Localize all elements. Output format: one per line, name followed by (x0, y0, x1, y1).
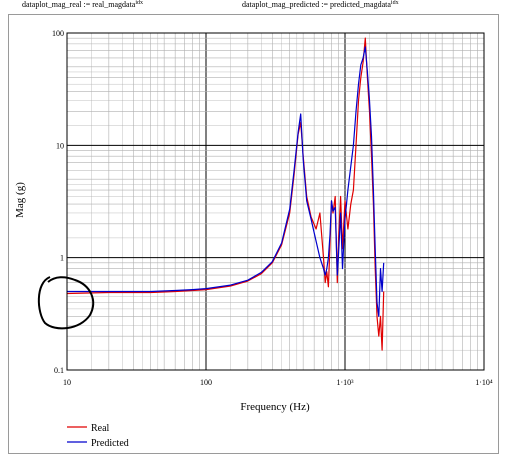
x-axis-label: Frequency (Hz) (240, 401, 310, 413)
hand-drawn-circle-annotation (37, 276, 95, 330)
variable-definition-predicted: dataplot_mag_predicted := predicted_magd… (242, 0, 399, 9)
definition-expression: dataplot_mag_real := real_magdata (22, 0, 136, 9)
series-lines (66, 37, 385, 351)
series-line-predicted (67, 46, 385, 317)
legend-label-predicted: Predicted (91, 438, 129, 449)
tick-labels: 10 100 1·10³ 1·10⁴ 0.1 1 10 100 (52, 29, 493, 387)
subscript-index: idx (390, 0, 399, 6)
y-tick-label: 1 (60, 254, 64, 263)
x-tick-label: 10 (63, 378, 71, 387)
y-axis-label: Mag (g) (14, 182, 26, 218)
series-line-real (66, 37, 385, 351)
definition-expression: dataplot_mag_predicted := predicted_magd… (242, 0, 391, 9)
grid-lines (67, 33, 484, 370)
plot-region-frame[interactable] (8, 14, 499, 454)
x-tick-label: 1·10⁴ (475, 378, 493, 387)
legend: Real Predicted (67, 423, 129, 449)
y-tick-label: 0.1 (54, 366, 64, 375)
x-tick-label: 1·10³ (336, 378, 354, 387)
y-tick-label: 10 (56, 141, 64, 150)
x-tick-label: 100 (200, 378, 212, 387)
legend-label-real: Real (91, 423, 110, 434)
subscript-index: idx (135, 0, 144, 6)
plot-area-border (66, 32, 485, 371)
variable-definition-real: dataplot_mag_real := real_magdataidx (22, 0, 143, 9)
y-tick-label: 100 (52, 29, 64, 38)
